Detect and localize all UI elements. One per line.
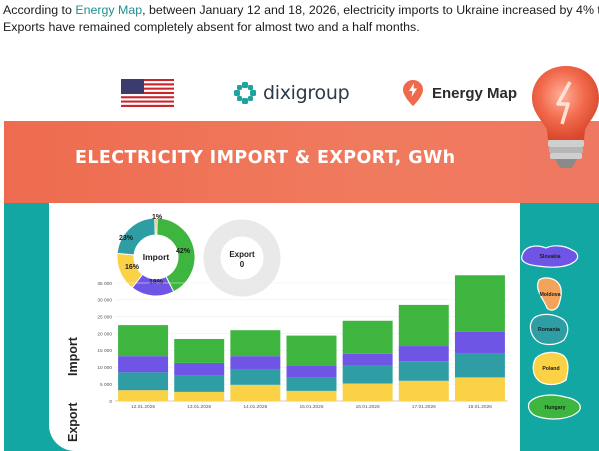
y-tick-label: 15 000 [97,348,112,354]
import-donut-slice [156,217,196,293]
energy-map-logo-text: Energy Map [432,84,518,102]
dixigroup-logo-text: dixigroup [263,82,350,104]
y-tick-label: 25 000 [97,315,112,321]
bar-segment [454,377,505,401]
bar-segment [342,353,393,366]
bar-segment [286,390,337,401]
bar-segment [454,331,505,354]
energy-map-logo: Energy Map [403,78,517,108]
country-shape [536,277,562,311]
export-donut-value: 0 [240,260,245,269]
bar-segment [342,365,393,384]
export-donut-title: Export [229,250,255,259]
country-map-hungary: Hungary [527,394,581,420]
import-donut-label: 1% [152,214,163,221]
country-shape [521,245,579,268]
bar-segment [230,384,281,401]
country-label: Romania [538,327,560,333]
bar-segment [174,362,225,376]
bar-segment [118,325,169,357]
bar-segment [454,353,505,378]
export-donut-ring [203,219,281,297]
import-donut-label: 18% [149,279,164,286]
light-bulb-icon [532,66,599,168]
bar-segment [230,330,281,357]
country-map-moldova: Moldova [536,277,562,311]
bar-segment [398,346,449,362]
intro-text-segment: , between January 12 and 18, 2026, elect… [142,3,599,17]
bar-segment [118,372,169,391]
bar-segment [454,275,505,332]
bar-segment [118,356,169,373]
energy-map-link[interactable]: Energy Map [75,3,143,17]
dixigroup-logo-mark-icon [234,82,256,104]
intro-line-2: Exports have remained completely absent … [3,20,420,34]
bar-segment [398,380,449,401]
bar-segment [230,369,281,385]
country-shape [527,394,581,420]
y-tick-label: 10 000 [97,365,112,371]
import-donut-slice [154,217,158,236]
bar-segment [398,361,449,381]
import-donut-label: 16% [125,264,140,271]
bar-segment [286,335,337,366]
intro-text-segment: According to [3,3,76,17]
bar-segment [342,320,393,354]
country-map-poland: Poland [532,351,569,386]
country-label: Slovakia [539,254,560,260]
x-tick-label: 15.01.2026 [299,404,323,410]
bar-segment [230,356,281,370]
country-map-romania: Romania [529,313,569,346]
import-donut-label: 23% [119,235,134,242]
bar-segment [174,338,225,363]
x-tick-label: 18.01.2026 [468,404,492,410]
y-tick-label: 35 000 [97,281,112,287]
country-label: Moldova [539,292,560,298]
import-donut-title: Import [143,252,170,262]
intro-text: According to Energy Map, between January… [3,2,599,36]
bar-segment [118,390,169,401]
x-tick-label: 13.01.2026 [187,404,211,410]
y-tick-label: 5 000 [100,382,112,388]
country-map-slovakia: Slovakia [521,245,579,268]
intro-line-1: According to Energy Map, between January… [3,2,599,19]
y-tick-label: 20 000 [97,331,112,337]
y-tick-label: 30 000 [97,298,112,304]
x-tick-label: 16.01.2026 [356,404,380,410]
map-pin-bolt-icon [403,80,423,106]
country-label: Hungary [544,405,565,411]
bar-segment [286,377,337,391]
country-shape [529,313,569,346]
bar-segment [342,383,393,401]
banner-title: ELECTRICITY IMPORT & EXPORT, GWh [75,148,456,168]
import-donut-label: 42% [176,248,191,255]
bar-segment [286,365,337,378]
x-tick-label: 17.01.2026 [412,404,436,410]
country-label: Poland [542,366,559,372]
x-tick-label: 14.01.2026 [243,404,267,410]
country-shape [532,351,569,386]
us-flag-icon [121,79,174,107]
bar-segment [174,391,225,401]
bar-segment [174,375,225,392]
title-banner: ELECTRICITY IMPORT & EXPORT, GWh [4,121,599,203]
logos-row: dixigroup Energy Map [0,60,599,120]
bar-segment [398,304,449,347]
x-tick-label: 12.01.2026 [131,404,155,410]
dixigroup-logo: dixigroup [233,78,350,108]
y-tick-label: 0 [109,399,112,405]
